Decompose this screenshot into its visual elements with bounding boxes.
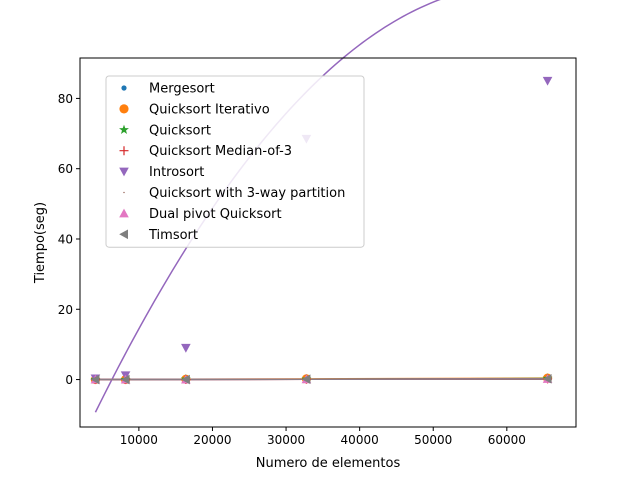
legend-marker-quicksort-with-3-way-partition: [123, 192, 124, 193]
x-tick-label: 60000: [488, 433, 526, 447]
x-tick-label: 20000: [193, 433, 231, 447]
y-tick-label: 60: [58, 162, 73, 176]
x-tick-label: 40000: [341, 433, 379, 447]
x-axis-label: Numero de elementos: [256, 456, 401, 471]
x-tick-label: 30000: [267, 433, 305, 447]
legend-label-quicksort-iterativo: Quicksort Iterativo: [149, 102, 270, 117]
x-tick-label: 50000: [414, 433, 452, 447]
legend-label-quicksort-median-of-3: Quicksort Median-of-3: [149, 144, 292, 159]
legend-label-introsort: Introsort: [149, 165, 204, 180]
legend: Mergesort Quicksort Iterativo Quicksort Qui…: [106, 76, 364, 247]
legend-label-mergesort: Mergesort: [149, 82, 215, 97]
y-axis-label: Tiempo(seg): [33, 202, 48, 284]
series-line-timsort: [95, 379, 547, 380]
legend-label-timsort: Timsort: [148, 228, 198, 243]
legend-label-quicksort-with-3-way-partition: Quicksort with 3-way partition: [149, 186, 345, 201]
y-tick-label: 20: [58, 303, 73, 317]
legend-label-quicksort: Quicksort: [149, 123, 211, 138]
legend-marker-quicksort-iterativo: [119, 104, 128, 113]
y-tick-label: 0: [65, 373, 73, 387]
y-tick-label: 80: [58, 92, 73, 106]
legend-label-dual-pivot-quicksort: Dual pivot Quicksort: [149, 207, 282, 222]
legend-marker-mergesort: [121, 85, 126, 90]
y-tick-label: 40: [58, 232, 73, 246]
x-tick-label: 10000: [120, 433, 158, 447]
